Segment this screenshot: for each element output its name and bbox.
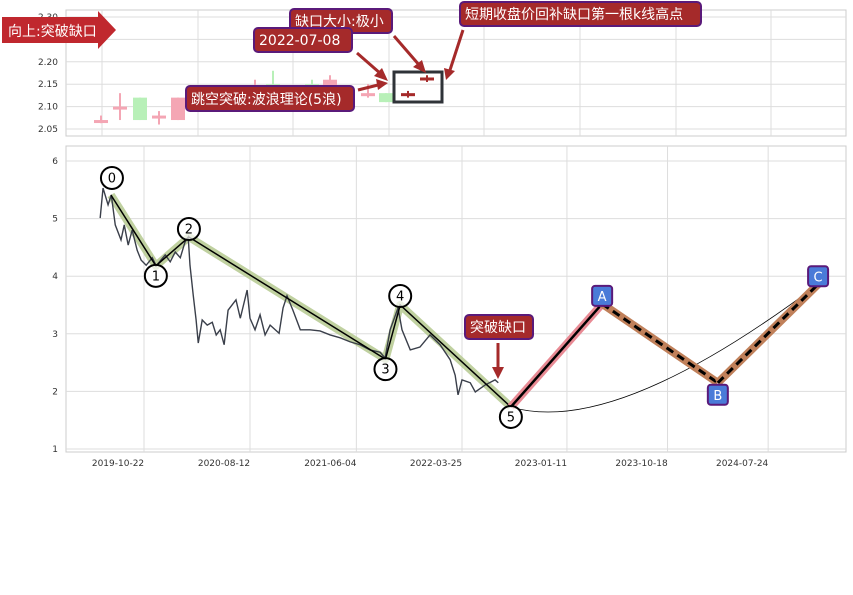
banner-arrow: 向上:突破缺口 bbox=[2, 11, 116, 49]
projection-label-box bbox=[807, 265, 830, 288]
wave-label: 3 bbox=[381, 363, 389, 378]
plot-frame bbox=[65, 145, 847, 453]
y-tick-label: 6 bbox=[52, 157, 58, 167]
wave-label: 2 bbox=[185, 223, 193, 238]
wave-label-circle bbox=[498, 404, 523, 429]
x-tick-label: 2023-01-11 bbox=[515, 459, 567, 469]
jump-annotation: 跳空突破:波浪理论(5浪) bbox=[185, 79, 388, 112]
projection-leg-dashes bbox=[601, 302, 719, 384]
candle-body bbox=[152, 115, 166, 119]
wave-label-circle bbox=[143, 263, 168, 288]
wave-label-circle bbox=[388, 284, 413, 308]
candle-body bbox=[401, 93, 415, 97]
wave-label-circle bbox=[99, 165, 124, 190]
wave-label: 5 bbox=[507, 410, 515, 425]
x-tick-label: 2019-10-22 bbox=[92, 459, 144, 469]
banner-label: 向上:突破缺口 bbox=[8, 24, 97, 40]
x-tick-label: 2021-06-04 bbox=[304, 459, 357, 469]
wave-label-circle bbox=[373, 357, 398, 382]
x-tick-label: 2024-07-24 bbox=[716, 459, 769, 469]
candle-body bbox=[113, 106, 127, 110]
y-tick-label: 2.15 bbox=[38, 80, 58, 90]
y-tick-label: 2.10 bbox=[38, 103, 58, 113]
candle-body bbox=[323, 79, 337, 89]
projection-label: A bbox=[598, 290, 607, 305]
gap-box bbox=[392, 70, 444, 104]
wave-line bbox=[110, 194, 512, 408]
projection-leg-5-a-core bbox=[509, 303, 604, 408]
gap-date-label: 2022-07-08 bbox=[259, 33, 340, 49]
projection-label: C bbox=[814, 270, 823, 285]
plot-frame bbox=[65, 9, 847, 137]
arrow bbox=[392, 35, 422, 67]
breakout-annotation: 突破缺口 bbox=[464, 314, 534, 379]
candle-body bbox=[94, 120, 108, 124]
projection-label-box bbox=[706, 383, 729, 406]
candle-body bbox=[171, 97, 185, 121]
wave-panel: 1 2 3 4 5 6 2019-10-22 2020-08-12 2021-06-04 2022… bbox=[52, 145, 847, 469]
y-tick-label: 2 bbox=[52, 387, 58, 397]
wave-label: 4 bbox=[396, 290, 404, 305]
projection-leg-dashes bbox=[716, 283, 820, 384]
candle-body bbox=[361, 93, 375, 97]
refill-label: 短期收盘价回补缺口第一根k线高点 bbox=[465, 6, 683, 23]
y-tick-label: 3 bbox=[52, 330, 58, 340]
x-tick-label: 2022-03-25 bbox=[410, 459, 462, 469]
gap-size-label: 缺口大小:极小 bbox=[295, 14, 384, 30]
candle-body bbox=[133, 97, 147, 121]
y-tick-label: 2.05 bbox=[38, 125, 58, 135]
breakout-label: 突破缺口 bbox=[470, 320, 526, 336]
wave-label: 1 bbox=[152, 269, 160, 284]
refill-annotation: 短期收盘价回补缺口第一根k线高点 bbox=[444, 1, 702, 80]
projection-label-box bbox=[591, 284, 614, 307]
projection-label: B bbox=[713, 389, 722, 404]
jump-label: 跳空突破:波浪理论(5浪) bbox=[191, 92, 342, 108]
wave-label: 0 bbox=[108, 171, 116, 186]
y-tick-label: 2.20 bbox=[38, 58, 58, 68]
candle-body bbox=[420, 77, 434, 81]
y-tick-label: 5 bbox=[52, 215, 58, 225]
candle-body bbox=[379, 93, 393, 103]
price-line bbox=[99, 187, 499, 396]
wave-label-circle bbox=[176, 217, 201, 242]
y-tick-label: 4 bbox=[52, 272, 58, 282]
gap-date-annotation: 2022-07-08 bbox=[253, 27, 388, 81]
projection-arc bbox=[510, 283, 819, 413]
y-tick-label: 1 bbox=[52, 445, 58, 455]
x-tick-label: 2023-10-18 bbox=[615, 459, 668, 469]
x-tick-label: 2020-08-12 bbox=[198, 459, 250, 469]
